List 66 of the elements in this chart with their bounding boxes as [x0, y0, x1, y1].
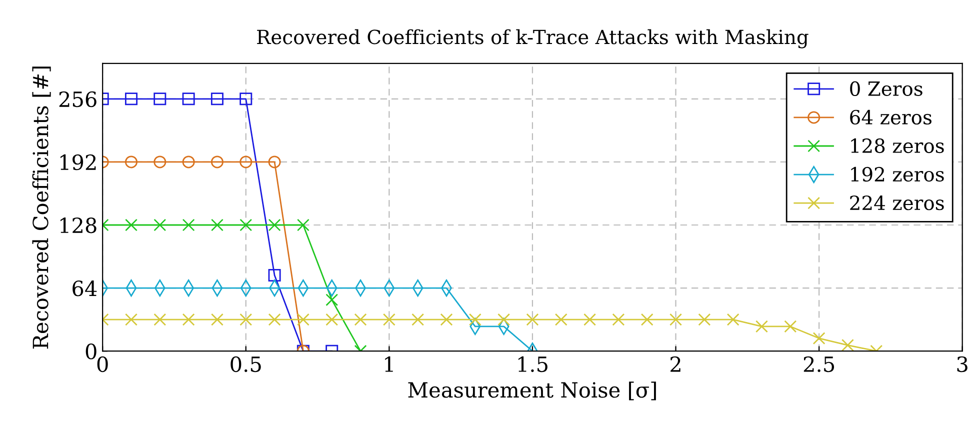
point [612, 313, 625, 326]
point [240, 156, 252, 168]
x-tick-label: 1.5 [518, 356, 548, 372]
x-tick-label: 2.5 [804, 356, 834, 372]
point [526, 313, 539, 326]
point [412, 313, 424, 326]
point [326, 313, 338, 326]
legend-label: 192 zeros [851, 166, 944, 182]
point [698, 313, 711, 326]
x-tick-label: 2 [670, 356, 680, 372]
point [182, 156, 195, 168]
y-tick-label: 192 [60, 154, 96, 170]
y-tick-label: 256 [59, 91, 96, 108]
point [154, 92, 166, 106]
legend-label: 64 zeros [850, 110, 932, 125]
point [812, 332, 826, 345]
point [240, 313, 252, 326]
x-axis-title: Measurement Noise [σ] [408, 382, 656, 400]
point [354, 313, 367, 326]
point [154, 156, 166, 168]
point [296, 313, 310, 326]
point [268, 268, 281, 282]
point [268, 218, 281, 232]
y-axis-title: Recovered Coefficients [#] [32, 66, 51, 349]
point [210, 313, 224, 326]
y-tick-label: 64 [72, 280, 97, 296]
x-tick-label: 3 [957, 356, 968, 372]
point [124, 218, 138, 232]
x-tick-label: 1 [385, 356, 393, 372]
point [726, 313, 740, 326]
point [584, 313, 596, 326]
point [210, 92, 224, 106]
point [240, 92, 252, 106]
point [296, 218, 310, 232]
point [210, 156, 224, 168]
point [841, 338, 854, 352]
legend-label: 0 Zeros [850, 81, 922, 96]
point [124, 156, 138, 168]
y-tick-label: 0 [86, 344, 96, 360]
point [182, 92, 195, 106]
point [268, 313, 281, 326]
point [670, 313, 682, 326]
point [640, 313, 654, 326]
point [154, 218, 166, 232]
point [784, 320, 797, 333]
point [240, 218, 252, 232]
y-tick-label: 128 [60, 217, 96, 234]
point [554, 313, 568, 326]
point [755, 320, 768, 333]
x-tick-label: 0.5 [230, 356, 261, 372]
legend-label: 224 zeros [850, 195, 944, 210]
chart-title: Recovered Coefficients of k-Trace Attacks with Masking [257, 29, 808, 48]
point [382, 313, 396, 326]
point [124, 313, 138, 326]
point [268, 156, 281, 168]
legend-label: 128 zeros [851, 138, 944, 154]
point [440, 313, 453, 326]
point [210, 218, 224, 232]
point [154, 313, 166, 326]
point [182, 218, 195, 232]
point [468, 313, 482, 326]
point [182, 313, 195, 326]
point [326, 294, 338, 306]
x-tick-label: 0 [97, 356, 108, 372]
point [124, 92, 138, 106]
point [498, 313, 510, 326]
